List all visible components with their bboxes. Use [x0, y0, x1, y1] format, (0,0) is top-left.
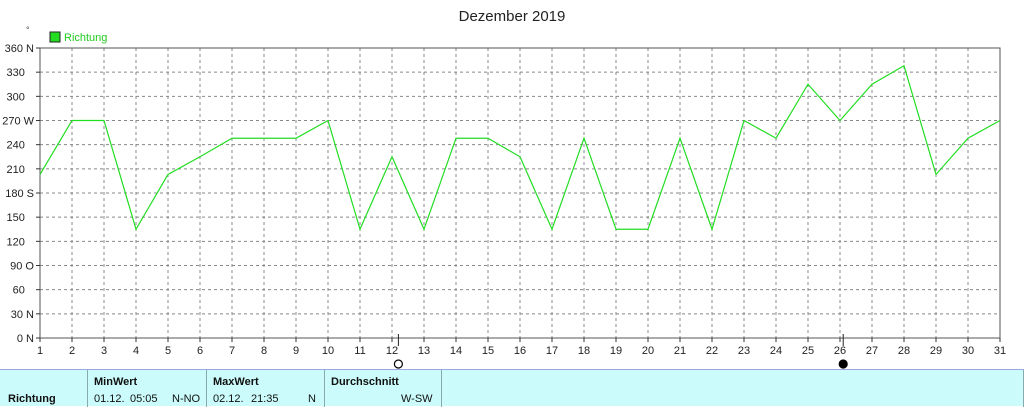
separator [324, 370, 325, 407]
y-tick-label: 300 [6, 91, 34, 103]
x-tick-label: 27 [866, 345, 878, 357]
chart-title: Dezember 2019 [459, 8, 566, 25]
x-tick-label: 6 [197, 345, 203, 357]
y-tick-label: 270 W [2, 116, 34, 128]
max-value-cell: MaxWert 02.12. 21:35 N [207, 370, 324, 407]
new-moon-icon [838, 359, 848, 369]
x-tick-label: 13 [418, 345, 430, 357]
max-date: 02.12. [213, 393, 244, 405]
y-tick-label: 180 S [5, 188, 34, 200]
min-time: 05:05 [130, 393, 158, 405]
y-tick-label: 90 O [10, 261, 34, 273]
max-direction: N [308, 393, 316, 405]
legend-label: Richtung [64, 32, 107, 44]
separator [441, 370, 442, 407]
y-tick-label: 0 N [17, 333, 34, 345]
x-tick-label: 3 [101, 345, 107, 357]
x-tick-label: 19 [610, 345, 622, 357]
avg-header: Durchschnitt [331, 376, 399, 388]
stats-footer: Richtung MinWert 01.12. 05:05 N-NO MaxWe… [0, 369, 1024, 407]
x-tick-label: 16 [514, 345, 526, 357]
x-tick-label: 18 [578, 345, 590, 357]
x-tick-label: 24 [770, 345, 782, 357]
x-tick-label: 15 [482, 345, 494, 357]
y-tick-label: 240 [6, 140, 34, 152]
x-tick-label: 8 [261, 345, 267, 357]
y-tick-label: 60 [13, 285, 34, 297]
min-direction: N-NO [172, 393, 201, 405]
min-value-cell: MinWert 01.12. 05:05 N-NO [88, 370, 206, 407]
separator [87, 370, 88, 407]
x-tick-label: 30 [962, 345, 974, 357]
avg-direction: W-SW [401, 393, 433, 405]
x-tick-label: 14 [450, 345, 462, 357]
x-tick-label: 26 [834, 345, 846, 357]
y-tick-label: 120 [6, 236, 34, 248]
y-tick-label: 210 [6, 164, 34, 176]
row-label: Richtung [8, 393, 56, 405]
max-header: MaxWert [213, 376, 259, 388]
y-tick-label: 330 [6, 67, 34, 79]
series-line-richtung [39, 64, 1001, 232]
x-tick-label: 9 [293, 345, 299, 357]
unit-symbol: ° [26, 25, 30, 35]
x-tick-label: 29 [930, 345, 942, 357]
x-tick-label: 10 [322, 345, 334, 357]
x-tick-label: 5 [165, 345, 171, 357]
x-tick-label: 31 [994, 345, 1006, 357]
x-tick-label: 17 [546, 345, 558, 357]
x-tick-label: 22 [706, 345, 718, 357]
x-tick-label: 7 [229, 345, 235, 357]
first-quarter-icon [393, 359, 403, 369]
chart-area: Dezember 2019 ° Richtung 0 N 30 N 60 90 O 1… [2, 8, 1006, 369]
x-tick-label: 21 [674, 345, 686, 357]
y-tick-label: 30 N [11, 309, 34, 321]
x-tick-label: 20 [642, 345, 654, 357]
x-tick-label: 2 [69, 345, 75, 357]
min-date: 01.12. [94, 393, 125, 405]
separator [206, 370, 207, 407]
x-tick-label: 25 [802, 345, 814, 357]
y-axis: 0 N 30 N 60 90 O 120 150 180 S 210 240 270 W… [2, 43, 40, 345]
average-cell: Durchschnitt W-SW [325, 370, 441, 407]
x-axis: 1 2 3 4 5 6 7 8 9 10 11 12 13 14 15 16 17 18 19 20 21 22 23 24 2… [37, 338, 1006, 357]
grid-lines [40, 48, 1000, 338]
min-header: MinWert [94, 376, 138, 388]
y-tick-label: 150 [6, 212, 34, 224]
x-tick-label: 23 [738, 345, 750, 357]
x-tick-label: 1 [37, 345, 43, 357]
x-tick-label: 4 [133, 345, 139, 357]
y-tick-label: 360 N [5, 43, 34, 55]
x-tick-label: 28 [898, 345, 910, 357]
legend-swatch [49, 31, 61, 43]
x-tick-label: 11 [354, 345, 365, 357]
moon-phases [393, 334, 848, 369]
max-time: 21:35 [251, 393, 279, 405]
x-tick-label: 12 [386, 345, 398, 357]
